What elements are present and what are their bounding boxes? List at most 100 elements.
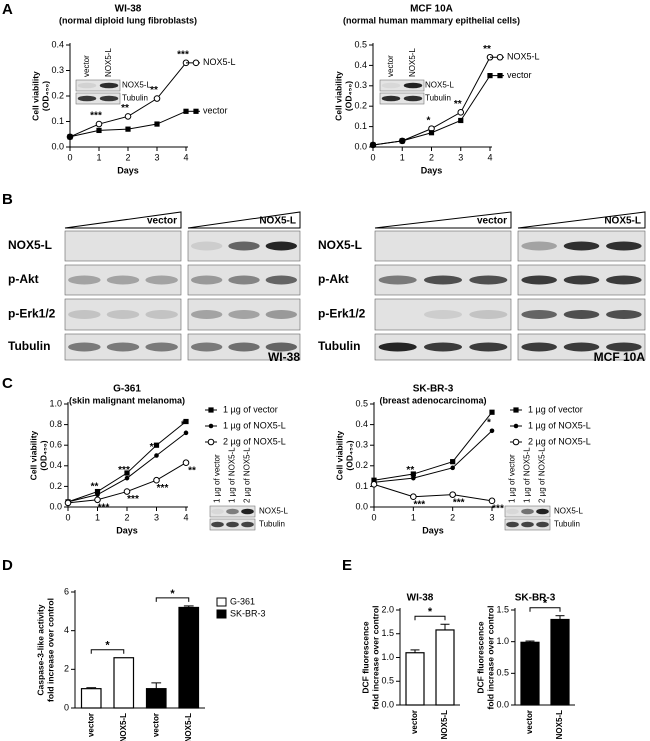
blot-band — [228, 275, 260, 285]
data-point — [95, 492, 100, 497]
significance-label: * — [487, 417, 491, 428]
blot — [64, 230, 182, 262]
bar — [113, 657, 135, 709]
legend-marker — [497, 73, 503, 79]
panel-letter: D — [2, 557, 13, 574]
significance-bracket — [155, 597, 190, 602]
panel-letter: C — [2, 375, 13, 392]
y-tick-label: 2 — [64, 664, 69, 674]
inset-row-label: NOX5-L — [425, 81, 454, 90]
x-tick-label: 0 — [371, 512, 376, 522]
chart-subtitle: (normal diploid lung fibroblasts) — [59, 15, 197, 25]
significance-label: *** — [90, 111, 102, 122]
data-point — [125, 126, 131, 132]
panel-letter: A — [2, 1, 13, 18]
y-axis-label: fold increase over control — [45, 598, 55, 702]
blot-band — [226, 508, 239, 515]
x-tick-label: NOX5-L — [555, 710, 564, 739]
data-point — [153, 442, 160, 448]
significance-bracket — [529, 607, 561, 612]
data-point — [370, 481, 378, 488]
blot-row-label: p-Akt — [318, 272, 349, 286]
inset-blot — [209, 505, 256, 518]
significance-label: * — [181, 419, 185, 430]
blot-band — [265, 241, 298, 251]
y-tick-label: 0 — [64, 702, 69, 712]
blot-band — [536, 508, 549, 515]
x-tick-label: 3 — [458, 152, 463, 162]
significance-label: * — [428, 606, 433, 618]
significance-label: *** — [98, 502, 110, 513]
data-point — [94, 488, 101, 495]
y-tick-label: 0.0 — [354, 141, 367, 151]
blot-band — [469, 310, 508, 319]
x-tick-label: 4 — [183, 152, 188, 162]
data-point — [450, 459, 456, 465]
significance-label: *** — [127, 494, 139, 505]
x-tick-label: 1 — [411, 512, 416, 522]
chart-title: MCF 10A — [410, 4, 453, 15]
significance-label: ** — [483, 44, 491, 55]
significance-label: ** — [454, 99, 462, 110]
blot-band — [403, 95, 423, 102]
data-point — [457, 109, 465, 116]
bar — [435, 629, 455, 706]
inset-column-label: 1 µg of NOX5-L — [523, 447, 532, 503]
x-tick-label: 0 — [65, 512, 70, 522]
y-tick-label: 0.0 — [355, 501, 368, 511]
blot-band — [563, 241, 600, 251]
legend-marker — [207, 438, 215, 446]
blot-band — [145, 275, 178, 285]
y-tick-label: 0.3 — [51, 65, 64, 75]
bar — [145, 688, 167, 709]
blot-band — [521, 241, 557, 251]
inset-row-label: NOX5-L — [122, 81, 151, 90]
data-point — [450, 465, 455, 471]
blot-row-label: p-Erk1/2 — [8, 307, 56, 321]
inset-row-label: Tubulin — [259, 520, 285, 529]
chart-subtitle: (skin malignant melanoma) — [69, 395, 185, 405]
data-point — [124, 113, 132, 120]
blot-band — [521, 521, 534, 528]
blot-band — [563, 275, 600, 285]
blot-band — [563, 310, 600, 319]
inset-column-label: 1 µg of vector — [508, 454, 517, 503]
data-point — [154, 453, 159, 458]
blot-band — [77, 82, 97, 89]
significance-label: *** — [492, 503, 504, 514]
blot-band — [68, 342, 101, 352]
blot-band — [469, 275, 508, 285]
y-tick-label: 0.8 — [49, 419, 62, 429]
x-tick-label: 4 — [183, 512, 188, 522]
inset-column-label: vector — [82, 55, 91, 77]
blot-band — [521, 508, 534, 515]
blot-row-label: p-Akt — [8, 272, 39, 286]
chart-title: WI-38 — [115, 4, 142, 15]
y-tick-label: 0.4 — [51, 39, 64, 49]
inset-column-label: 2 µg of NOX5-L — [243, 447, 252, 503]
significance-label: * — [170, 588, 175, 600]
group-label: NOX5-L — [604, 216, 641, 227]
inset-column-label: 2 µg of NOX5-L — [538, 447, 547, 503]
y-axis-label: fold increase over control — [485, 606, 495, 710]
y-axis-label: (OD₄₅₀) — [40, 81, 50, 111]
inset-column-label: 1 µg of NOX5-L — [228, 447, 237, 503]
y-tick-label: 0.2 — [354, 101, 367, 111]
data-point — [410, 471, 416, 477]
x-tick-label: vector — [410, 710, 419, 734]
series-line — [373, 483, 493, 502]
y-tick-label: 6 — [64, 586, 69, 596]
legend-label: vector — [203, 106, 228, 116]
legend-label: SK-BR-3 — [230, 608, 266, 618]
y-tick-label: 0.0 — [496, 699, 509, 709]
blot-band — [469, 342, 508, 352]
inset-row-label: Tubulin — [554, 520, 580, 529]
blot-band — [381, 95, 401, 102]
bar — [520, 641, 540, 706]
blot-band — [423, 275, 463, 285]
blot-band — [381, 82, 401, 89]
y-tick-label: 0.5 — [355, 398, 368, 408]
inset-column-label: vector — [386, 55, 395, 77]
x-tick-label: 1 — [96, 152, 101, 162]
